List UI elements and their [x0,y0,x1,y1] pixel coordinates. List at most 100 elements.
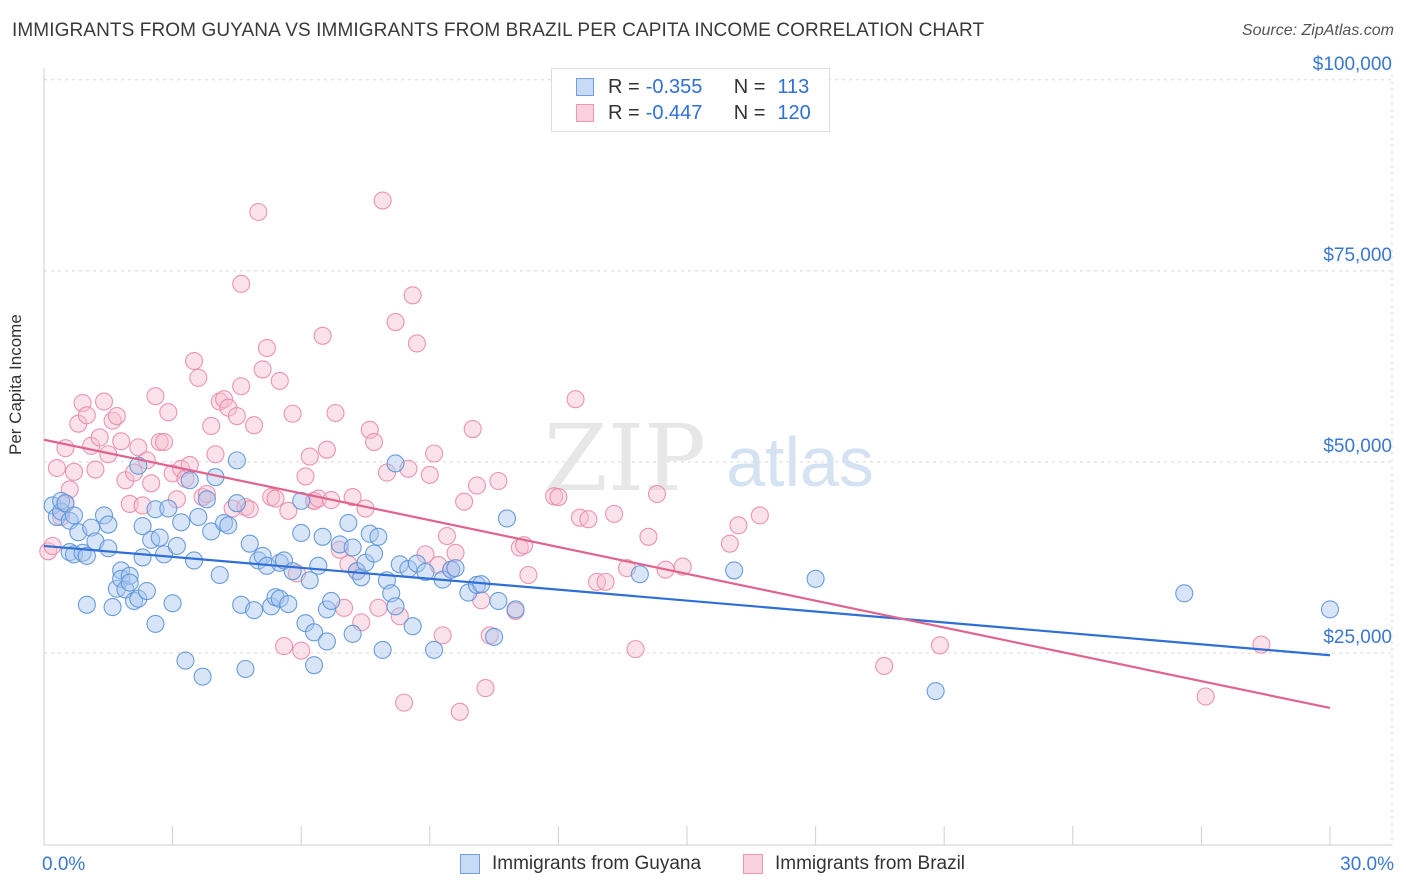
guyana-point [227,451,246,470]
guyana-point [99,539,118,558]
brazil-point [90,428,109,447]
guyana-point [497,509,517,528]
brazil-point [549,488,568,507]
guyana-point [317,600,336,619]
brazil-point [566,390,585,409]
guyana-point [373,640,392,659]
bottom-legend-swatch-brazil [743,854,763,874]
brazil-point [647,484,667,504]
legend-n-label: N = [733,75,766,98]
brazil-point [407,334,426,353]
brazil-point [403,286,422,305]
watermark: ZIP atlas [544,405,874,512]
brazil-point [930,636,949,655]
bottom-legend-label-guyana: Immigrants from Guyana [492,853,702,874]
guyana-point [416,562,435,581]
watermark-zip: ZIP [544,405,706,512]
guyana-point [227,494,246,513]
brazil-point [313,326,332,345]
guyana-point [159,499,178,518]
y-tick-label: $50,000 [1323,436,1392,457]
brazil-point [446,543,465,562]
watermark-atlas: atlas [726,423,874,501]
brazil-point [214,390,234,409]
legend-row-brazil: R = -0.447 N = 120 [576,101,811,125]
guyana-point [292,523,311,543]
brazil-point [150,432,169,452]
brazil-point [437,526,456,546]
brazil-point [433,626,452,645]
guyana-point [120,566,139,585]
brazil-point [253,360,272,379]
brazil-point [626,640,645,659]
guyana-point [446,559,465,578]
brazil-point [373,191,392,210]
brazil-point [386,313,405,332]
brazil-point [729,516,748,535]
brazil-point [390,607,409,626]
brazil-point [249,202,268,222]
guyana-point [506,600,525,619]
guyana-point [386,454,405,473]
brazil-point [292,641,311,660]
brazil-point [365,432,384,452]
guyana-point [630,565,649,584]
guyana-point [313,527,332,546]
y-tick-label: $25,000 [1323,627,1392,648]
guyana-point [193,667,212,686]
correlation-legend: R = -0.355 N = 113 R = -0.447 N = 120 [551,68,830,132]
brazil-point [455,492,474,511]
gridlines [44,74,1393,845]
guyana-point [150,528,169,547]
guyana-point [240,534,259,553]
guyana-point [99,515,118,534]
guyana-point [77,595,96,614]
guyana-point [94,506,114,525]
bottom-legend-guyana: Immigrants from Guyana [460,852,701,876]
brazil-point [476,679,495,698]
guyana-point [489,591,508,611]
tick-labels: $25,000 $50,000 $75,000 $100,000 0.0% 30.0% [42,54,1394,875]
guyana-point [120,573,139,592]
guyana-point [386,597,405,616]
brazil-point [129,438,148,457]
legend-n-value-brazil: 120 [777,101,811,124]
axes [43,68,1392,846]
guyana-point [305,623,324,642]
y-tick-label: $75,000 [1323,245,1392,266]
guyana-point [210,565,229,585]
legend-n-label: N = [733,101,766,124]
source-credit: Source: ZipAtlas.com [1241,22,1394,39]
brazil-point [425,444,444,463]
guyana-point [167,536,186,556]
x-tick-label: 0.0% [42,854,85,875]
guyana-point [133,548,152,567]
guyana-point [369,527,388,546]
guyana-point [725,561,744,580]
guyana-point [339,513,358,533]
brazil-point [266,489,285,508]
brazil-point [463,419,482,439]
guyana-point [176,651,195,670]
guyana-point [343,538,362,557]
brazil-point [420,465,439,484]
guyana-point [806,569,825,588]
brazil-point [275,637,294,656]
guyana-point [64,506,84,525]
bottom-legend-brazil: Immigrants from Brazil [743,852,965,876]
y-axis-label: Per Capita Income [6,314,25,455]
brazil-point [94,392,114,411]
guyana-point [202,522,221,541]
brazil-point [47,458,66,478]
legend-n-value-guyana: 113 [777,75,810,98]
guyana-point [279,594,298,614]
brazil-point [875,656,894,675]
brazil-point [720,534,739,553]
guyana-point [343,624,362,643]
guyana-point [485,627,504,646]
brazil-point [197,484,216,504]
trend-lines [43,438,1331,710]
brazil-point [395,693,414,712]
guyana-point [103,598,122,617]
guyana-point [77,546,96,565]
